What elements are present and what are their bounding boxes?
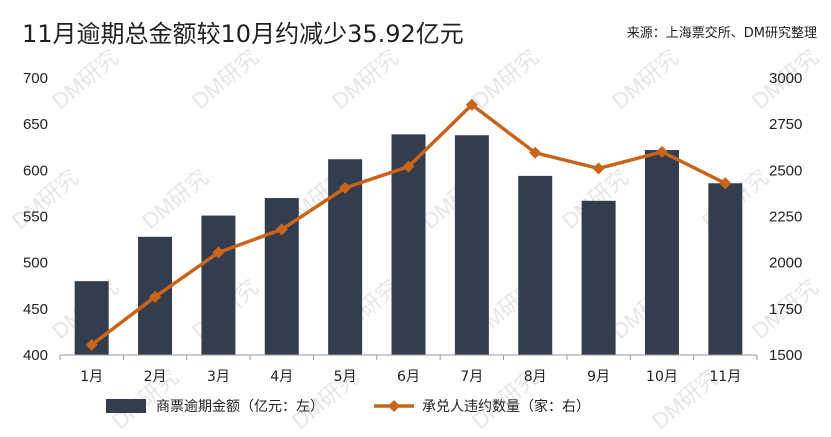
- x-tick-label: 8月: [524, 369, 547, 385]
- line-point: [719, 177, 732, 190]
- bar: [581, 200, 616, 355]
- y-axis-right: 1500 1750 2000 2250 2500 2750 3000: [769, 70, 802, 364]
- x-tick-label: 5月: [334, 369, 357, 385]
- y-left-tick-label: 600: [23, 162, 48, 179]
- x-tick-label: 7月: [460, 369, 483, 385]
- bar: [708, 183, 743, 355]
- y-left-tick-label: 500: [23, 255, 48, 272]
- line-point: [339, 181, 352, 194]
- watermark-text: DM研究: [47, 44, 123, 113]
- y-right-tick-label: 2000: [769, 255, 802, 272]
- watermark-text: DM研究: [607, 44, 683, 113]
- legend-line-label: 承兑人违约数量（家：右）: [422, 398, 590, 415]
- line-point: [655, 145, 668, 158]
- y-right-tick-label: 3000: [769, 70, 802, 87]
- line-point: [275, 223, 288, 236]
- y-left-tick-label: 700: [23, 70, 48, 87]
- watermark-text: DM研究: [467, 44, 543, 113]
- x-tick-label: 6月: [397, 369, 420, 385]
- bar-series: [74, 134, 743, 355]
- x-axis: 1月 2月 3月 4月 5月 6月 7月 8月 9月 10月 11月: [59, 354, 758, 385]
- line-point: [402, 160, 415, 173]
- watermark-text: DM研究: [327, 44, 403, 113]
- x-tick-label: 10月: [646, 369, 678, 385]
- legend-bar-label: 商票逾期金额（亿元：左）: [156, 399, 324, 415]
- y-left-tick-label: 550: [23, 209, 48, 226]
- line-point: [465, 98, 478, 111]
- chart-title: 11月逾期总金额较10月约减少35.92亿元: [22, 20, 464, 48]
- y-left-tick-label: 650: [23, 116, 48, 133]
- bar: [454, 135, 489, 355]
- line-point: [212, 246, 225, 259]
- x-tick-label: 9月: [587, 369, 610, 385]
- legend: 商票逾期金额（亿元：左） 承兑人违约数量（家：右）: [106, 398, 590, 415]
- line-series: [85, 98, 732, 351]
- line-point: [85, 338, 98, 351]
- y-right-tick-label: 1500: [769, 347, 802, 364]
- y-right-tick-label: 2750: [769, 116, 802, 133]
- y-right-tick-label: 2500: [769, 162, 802, 179]
- x-tick-label: 4月: [270, 369, 293, 385]
- y-right-tick-label: 1750: [769, 301, 802, 318]
- line-point: [529, 146, 542, 159]
- bar: [201, 215, 236, 355]
- line-point: [149, 290, 162, 303]
- legend-line-marker: [388, 400, 400, 412]
- x-tick-label: 2月: [144, 369, 167, 385]
- y-axis-left: 400 450 500 550 600 650 700: [23, 70, 48, 364]
- x-tick-label: 3月: [207, 369, 230, 385]
- legend-bar-swatch: [106, 399, 146, 413]
- y-left-tick-label: 400: [23, 347, 48, 364]
- source-note: 来源：上海票交所、DM研究整理: [626, 26, 817, 41]
- watermark-text: DM研究: [187, 44, 263, 113]
- x-tick-label: 11月: [709, 369, 741, 385]
- line-point: [592, 162, 605, 175]
- bar: [518, 175, 553, 355]
- bar: [644, 150, 679, 355]
- y-right-tick-label: 2250: [769, 209, 802, 226]
- y-left-tick-label: 450: [23, 301, 48, 318]
- x-tick-label: 1月: [80, 369, 103, 385]
